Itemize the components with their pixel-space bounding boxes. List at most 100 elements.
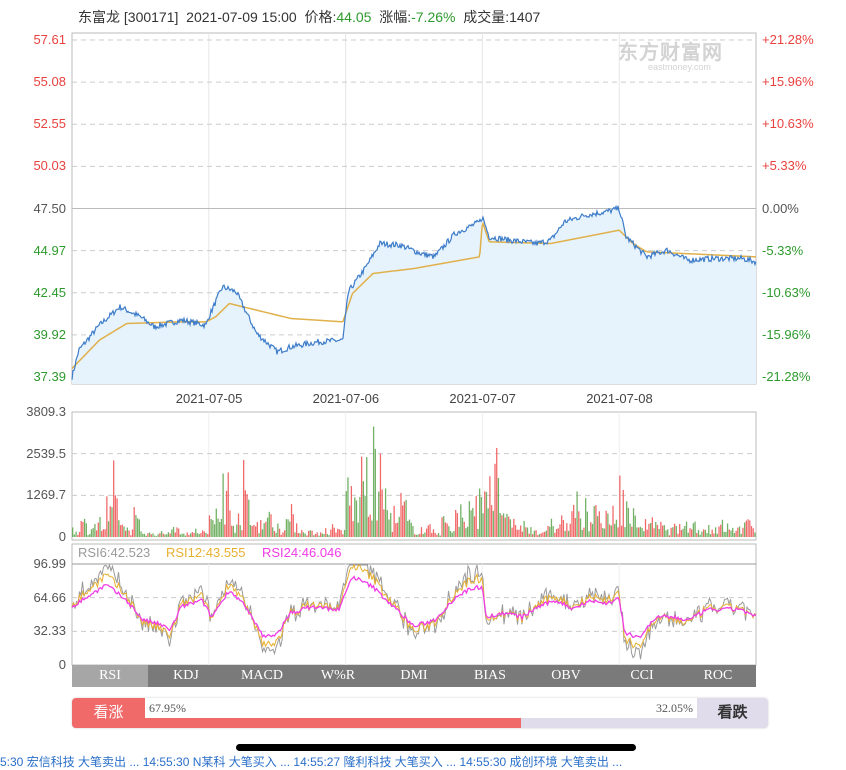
volume-bar <box>538 534 541 537</box>
volume-bar <box>422 534 424 537</box>
volume-bar <box>569 523 571 537</box>
volume-bar <box>509 519 512 537</box>
volume-bar <box>535 530 537 537</box>
tab-roc[interactable]: ROC <box>703 668 733 683</box>
tab-macd[interactable]: MACD <box>240 668 283 683</box>
volume-bar <box>655 521 657 537</box>
price-label: 价格: <box>304 9 337 25</box>
volume-bar <box>260 520 262 537</box>
tab-obv[interactable]: OBV <box>551 668 581 683</box>
volume-bar <box>675 525 677 537</box>
volume-bar <box>585 498 587 537</box>
volume-bar <box>335 532 337 537</box>
tab-wr[interactable]: W%R <box>320 668 356 683</box>
volume-bar <box>369 514 371 537</box>
volume-bar <box>639 526 642 537</box>
volume-bar <box>72 527 74 537</box>
volume-bar <box>490 505 493 537</box>
volume-bar <box>745 520 748 537</box>
volume-bar <box>514 524 517 537</box>
volume-bar <box>545 530 547 537</box>
bearish-button[interactable]: 看跌 <box>697 698 768 728</box>
volume-bar <box>554 532 556 537</box>
volume-bar <box>502 513 505 537</box>
stock-header: 东富龙 [300171] 2021-07-09 15:00 价格:44.05 涨… <box>78 7 540 27</box>
volume-bar <box>251 526 253 537</box>
legend-rsi24: RSI24:46.046 <box>262 545 342 560</box>
volume-bar <box>323 533 325 537</box>
rsi12-line <box>71 563 757 649</box>
volume-bar <box>484 491 486 537</box>
volume-bar <box>460 504 462 537</box>
volume-bar <box>494 463 496 537</box>
volume-bar <box>340 530 342 537</box>
volume-bar <box>268 511 270 537</box>
volume-bar <box>410 522 412 537</box>
volume-bar <box>95 530 98 537</box>
volume-bar <box>747 519 749 537</box>
volume-bar <box>591 523 594 537</box>
volume-bar <box>138 519 140 537</box>
volume-bar <box>679 524 681 537</box>
home-indicator[interactable] <box>236 744 636 751</box>
volume-bar <box>632 508 635 537</box>
volume-bar <box>414 534 416 537</box>
volume-bar <box>549 526 551 537</box>
volume-bar <box>615 519 618 537</box>
volume-bar <box>219 521 221 537</box>
volume-bar <box>732 527 734 537</box>
volume-bar <box>374 448 376 537</box>
volume-bar <box>342 534 344 537</box>
volume-bar <box>222 473 224 537</box>
volume-bar <box>451 532 453 537</box>
volume-bar <box>241 530 243 537</box>
volume-bar <box>220 518 223 537</box>
tab-kdj[interactable]: KDJ <box>173 668 199 683</box>
volume-bar <box>750 526 753 537</box>
trade-ticker[interactable]: 5:30 宏信科技 大笔卖出 ... 14:55:30 N某科 大笔买入 ...… <box>0 755 623 769</box>
volume-bar <box>685 521 688 537</box>
volume-bar <box>735 530 737 537</box>
percent-axis-label: -21.28% <box>762 369 811 384</box>
volume-bar <box>567 530 570 537</box>
tab-rsi[interactable]: RSI <box>72 665 148 687</box>
volume-bar <box>627 507 630 537</box>
volume-bar <box>665 530 667 537</box>
volume-bar <box>203 531 205 537</box>
tab-bias[interactable]: BIAS <box>474 668 506 683</box>
volume-bar <box>624 527 626 537</box>
volume-bar <box>106 496 108 537</box>
volume-bar <box>723 531 725 537</box>
tab-dmi[interactable]: DMI <box>400 668 428 683</box>
tab-cci[interactable]: CCI <box>630 668 654 683</box>
volume-bar <box>395 523 397 537</box>
volume-bar <box>186 532 188 537</box>
volume-bar <box>446 523 448 537</box>
volume-bar <box>528 533 530 537</box>
bull-percent: 67.95% <box>149 701 186 715</box>
volume-bar <box>140 531 142 537</box>
volume-bar <box>284 530 286 537</box>
volume-bar <box>492 510 494 537</box>
volume-bar <box>566 523 568 537</box>
volume-bar <box>400 492 402 537</box>
volume-bar <box>78 531 81 537</box>
percent-axis-label: +5.33% <box>762 158 807 174</box>
volume-bar <box>468 501 471 537</box>
volume-bar <box>673 523 676 537</box>
volume-bar <box>497 477 500 537</box>
volume-bar <box>738 526 741 537</box>
volume-bar <box>520 525 522 537</box>
volume-bar <box>425 528 428 537</box>
volume-bar <box>620 525 623 537</box>
volume-bar <box>530 527 532 537</box>
volume-bar <box>121 524 123 537</box>
bullish-button[interactable]: 看涨 <box>72 698 145 728</box>
volume-bar <box>424 532 426 537</box>
volume-bar <box>297 533 300 537</box>
volume-bar <box>77 534 79 537</box>
volume-bar <box>388 519 390 537</box>
volume-bar <box>461 517 464 537</box>
volume-bar <box>292 514 294 537</box>
volume-bar <box>227 472 229 537</box>
